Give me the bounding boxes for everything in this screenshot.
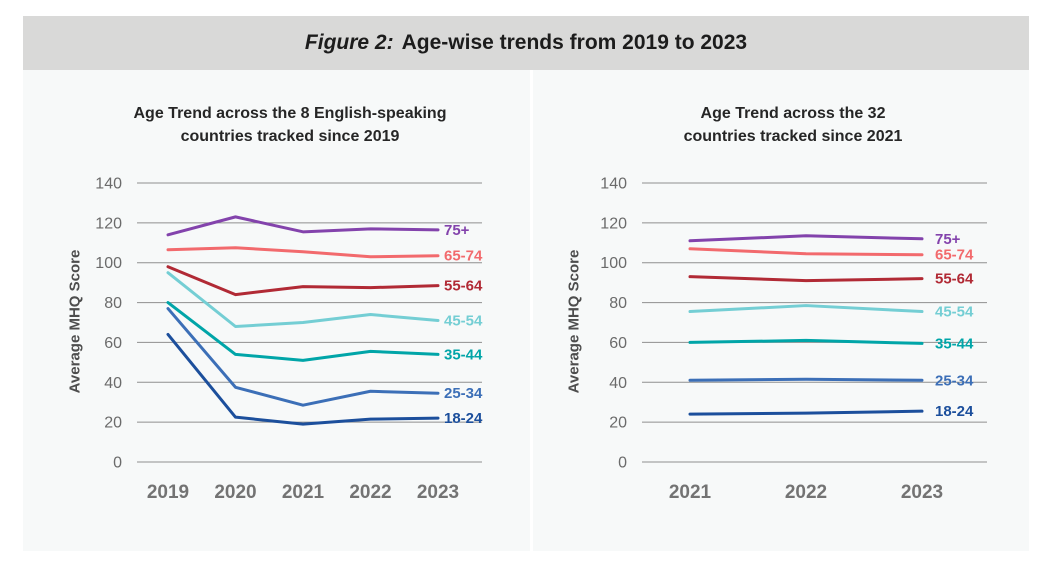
chart-title: Age Trend across the 8 English-speaking … xyxy=(133,105,447,146)
chart-32-countries: Age Trend across the 32 countries tracke… xyxy=(533,70,1029,551)
x-tick-label: 2021 xyxy=(282,482,325,503)
series-line-25-34 xyxy=(688,377,924,382)
series-line-25-34 xyxy=(166,307,440,407)
series-line-45-54 xyxy=(166,271,440,328)
series-line-35-44 xyxy=(166,301,440,362)
y-tick-label: 140 xyxy=(95,176,122,193)
series-label-65-74: 65-74 xyxy=(935,247,974,264)
x-tick-label: 2022 xyxy=(785,482,827,503)
x-tick-label: 2023 xyxy=(901,482,943,503)
series-label-18-24: 18-24 xyxy=(444,410,483,427)
line-plot: 0 20 40 60 80 100 120 140 2019 2020 2021 2022 2023 75… xyxy=(95,176,483,504)
y-tick-label: 100 xyxy=(600,255,627,272)
y-tick-label: 80 xyxy=(104,295,122,312)
series-label-45-54: 45-54 xyxy=(935,304,974,321)
line-plot: 0 20 40 60 80 100 120 140 2021 2022 2023 75+65-74 55… xyxy=(600,176,987,503)
panel-divider xyxy=(530,70,533,551)
series-line-65-74 xyxy=(166,246,440,259)
series-label-25-34: 25-34 xyxy=(935,372,974,389)
y-tick-label: 40 xyxy=(609,375,627,392)
x-tick-label: 2019 xyxy=(147,482,189,503)
series-line-75+ xyxy=(688,234,924,243)
series-label-65-74: 65-74 xyxy=(444,248,483,265)
y-tick-label: 100 xyxy=(95,255,122,272)
x-tick-label: 2023 xyxy=(417,482,459,503)
y-tick-label: 0 xyxy=(113,455,122,472)
series-label-18-24: 18-24 xyxy=(935,403,974,420)
chart-title: Age Trend across the 32 countries tracke… xyxy=(683,105,903,146)
series-line-55-64 xyxy=(166,265,440,297)
y-tick-label: 0 xyxy=(618,455,627,472)
series-line-45-54 xyxy=(688,304,924,314)
series-label-25-34: 25-34 xyxy=(444,385,483,402)
y-tick-label: 20 xyxy=(609,415,627,432)
chart-english-speaking-countries: Age Trend across the 8 English-speaking … xyxy=(23,70,530,551)
series-label-35-44: 35-44 xyxy=(935,335,974,352)
series-label-45-54: 45-54 xyxy=(444,313,483,330)
figure-label: Figure 2: xyxy=(304,31,394,54)
y-tick-label: 60 xyxy=(104,335,122,352)
y-tick-label: 40 xyxy=(104,375,122,392)
charts-panel: Age Trend across the 8 English-speaking … xyxy=(23,70,1029,551)
series-line-55-64 xyxy=(688,275,924,283)
series-label-55-64: 55-64 xyxy=(935,271,974,288)
series-line-18-24 xyxy=(166,332,440,426)
series-line-75+ xyxy=(166,215,440,237)
x-tick-label: 2021 xyxy=(669,482,712,503)
series-label-55-64: 55-64 xyxy=(444,278,483,295)
series-line-65-74 xyxy=(688,247,924,257)
y-tick-label: 80 xyxy=(609,295,627,312)
y-tick-label: 60 xyxy=(609,335,627,352)
figure-title: Age-wise trends from 2019 to 2023 xyxy=(401,31,748,54)
series-line-35-44 xyxy=(688,338,924,345)
y-tick-label: 120 xyxy=(95,215,122,232)
series-line-18-24 xyxy=(688,409,924,416)
y-tick-label: 120 xyxy=(600,215,627,232)
series-label-75+: 75+ xyxy=(444,222,470,239)
series-label-75+: 75+ xyxy=(935,231,961,248)
series-label-35-44: 35-44 xyxy=(444,346,483,363)
figure-title-bar: Figure 2: Age-wise trends from 2019 to 2… xyxy=(23,16,1029,70)
x-tick-label: 2020 xyxy=(214,482,256,503)
x-tick-label: 2022 xyxy=(349,482,391,503)
y-tick-label: 140 xyxy=(600,176,627,193)
y-tick-label: 20 xyxy=(104,415,122,432)
